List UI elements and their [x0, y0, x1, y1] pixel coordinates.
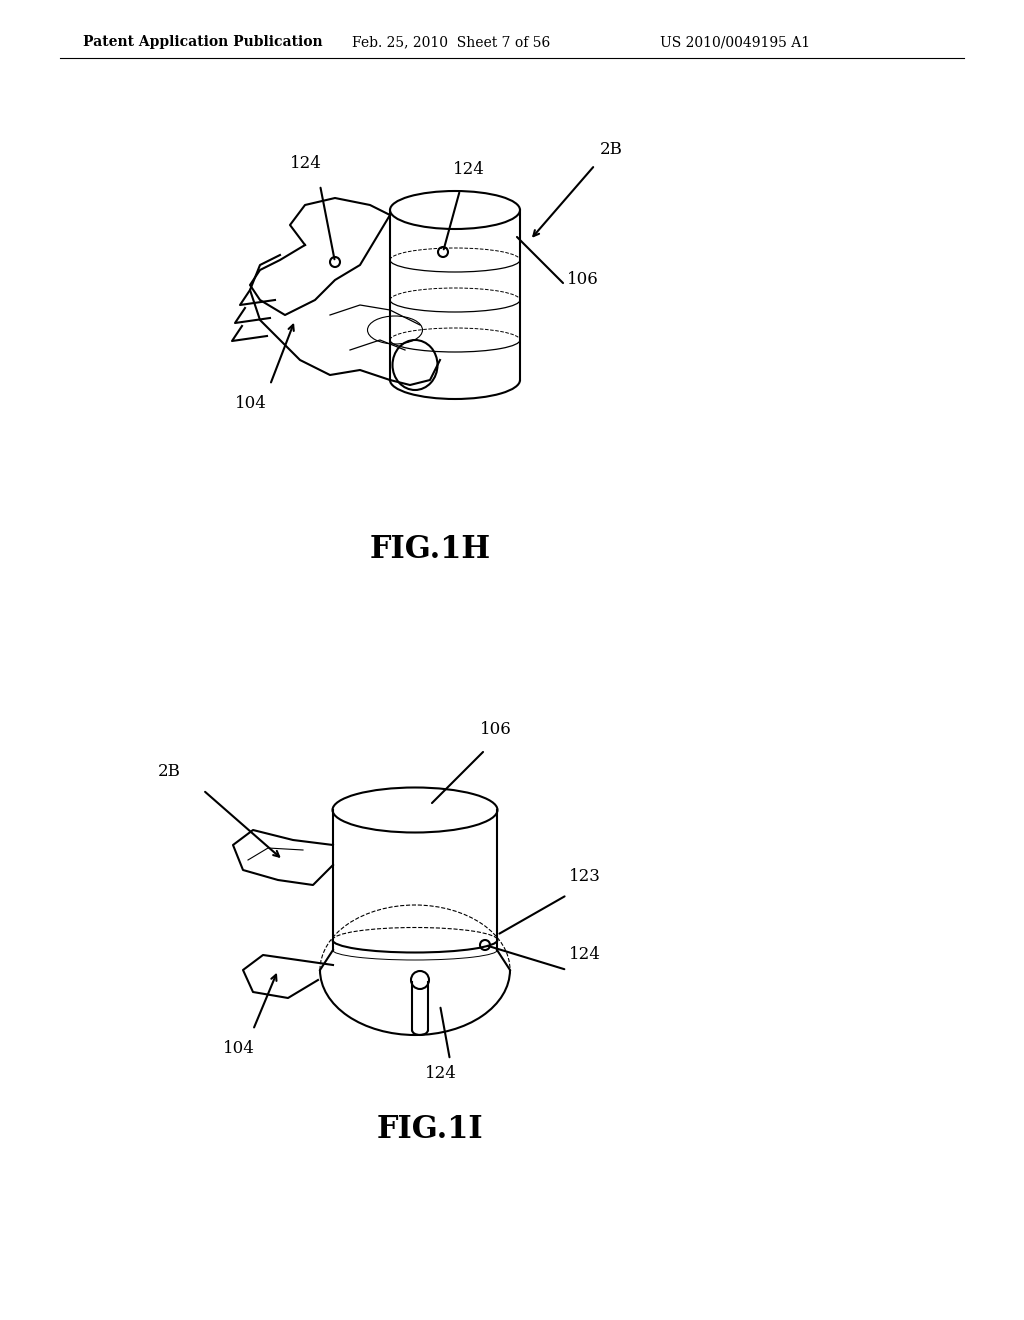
- Text: 124: 124: [290, 154, 322, 172]
- Text: 104: 104: [234, 395, 267, 412]
- Text: FIG.1I: FIG.1I: [377, 1114, 483, 1146]
- Text: 124: 124: [425, 1065, 457, 1082]
- Text: US 2010/0049195 A1: US 2010/0049195 A1: [660, 36, 810, 49]
- Text: 106: 106: [480, 721, 512, 738]
- Text: 124: 124: [453, 161, 485, 178]
- Text: 2B: 2B: [600, 141, 623, 158]
- Text: 124: 124: [569, 946, 601, 964]
- Text: Feb. 25, 2010  Sheet 7 of 56: Feb. 25, 2010 Sheet 7 of 56: [352, 36, 550, 49]
- Text: FIG.1H: FIG.1H: [370, 535, 490, 565]
- Text: 104: 104: [223, 1040, 255, 1057]
- Text: 123: 123: [569, 869, 601, 884]
- Text: 2B: 2B: [158, 763, 181, 780]
- Text: Patent Application Publication: Patent Application Publication: [83, 36, 323, 49]
- Text: 106: 106: [567, 271, 599, 288]
